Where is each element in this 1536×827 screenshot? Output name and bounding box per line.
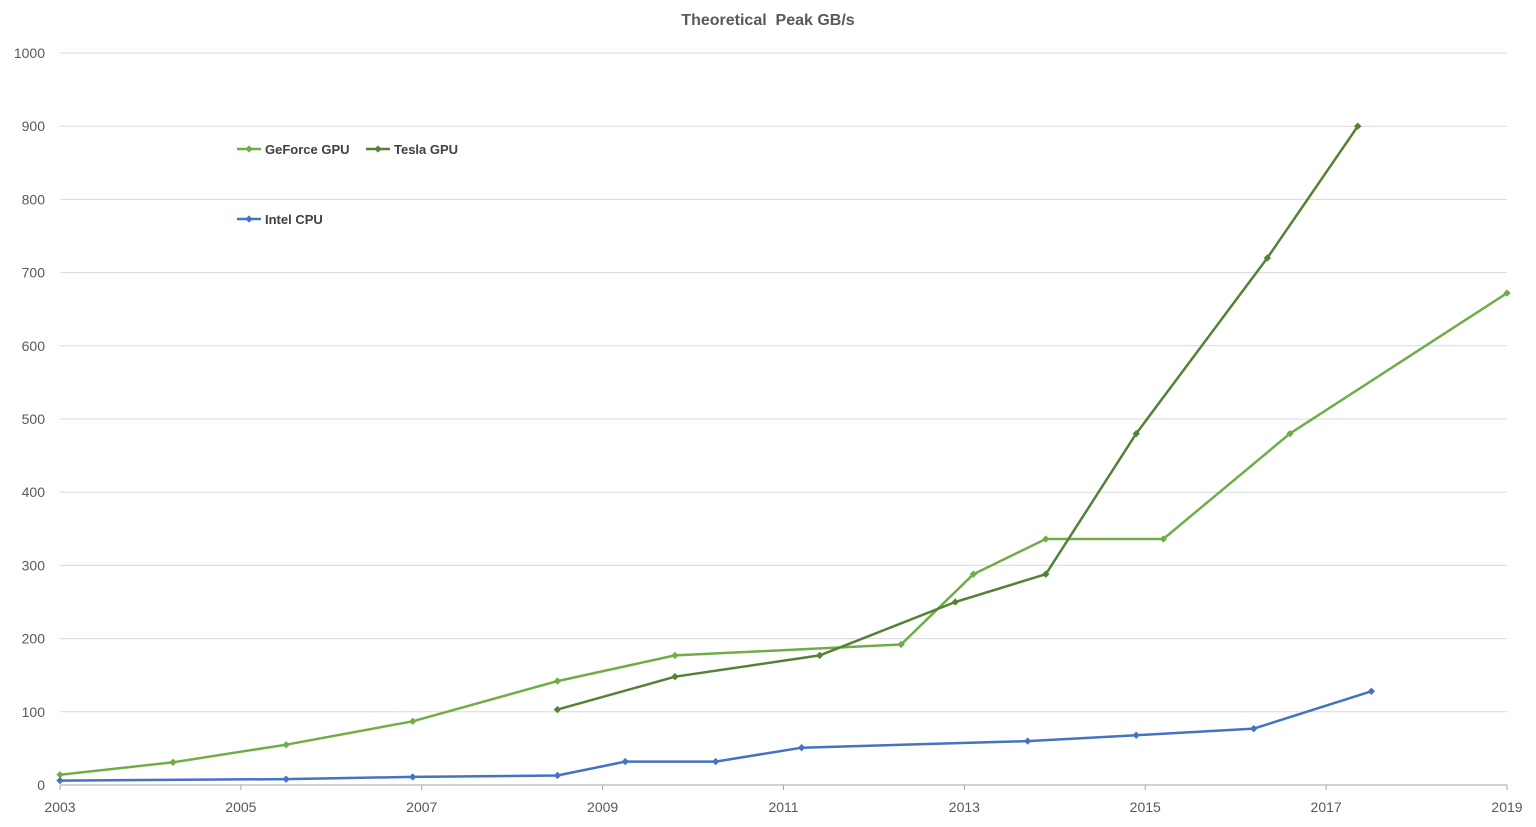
geforce-gpu-point <box>1159 535 1168 543</box>
legend-marker-tesla-gpu <box>374 145 382 153</box>
y-tick-label: 300 <box>22 557 46 573</box>
geforce-gpu-point <box>169 758 177 766</box>
legend-marker-geforce-gpu <box>245 145 253 153</box>
geforce-gpu-point <box>282 741 290 749</box>
x-tick-label: 2013 <box>949 799 980 815</box>
x-tick-label: 2007 <box>406 799 437 815</box>
intel-cpu-point <box>1250 724 1258 733</box>
x-tick-label: 2011 <box>768 799 798 815</box>
y-tick-label: 1000 <box>14 45 45 61</box>
tesla-gpu-point <box>815 651 824 660</box>
tesla-gpu-line <box>556 124 1360 711</box>
x-tick-label: 2017 <box>1311 799 1342 815</box>
geforce-gpu-point <box>553 677 562 685</box>
legend-label-intel-cpu: Intel CPU <box>265 212 323 227</box>
intel-cpu-line <box>58 690 1373 782</box>
chart-title: Theoretical Peak GB/s <box>681 12 855 29</box>
tesla-gpu-point <box>1042 570 1050 578</box>
legend-label-tesla-gpu: Tesla GPU <box>394 142 458 157</box>
y-tick-label: 100 <box>22 704 46 720</box>
geforce-gpu-point <box>409 717 417 725</box>
geforce-gpu-point <box>56 771 64 779</box>
x-tick-label: 2015 <box>1130 799 1161 815</box>
y-tick-label: 600 <box>22 338 46 354</box>
tesla-gpu-point <box>553 705 562 714</box>
geforce-gpu-point <box>969 570 978 578</box>
y-tick-label: 900 <box>22 118 46 134</box>
axes: 0 100 200 300 400 500 600 700 800 900 1000 2003 2005… <box>14 45 1523 815</box>
geforce-gpu-point <box>671 651 679 660</box>
intel-cpu-point <box>1024 737 1032 745</box>
y-tick-label: 200 <box>22 631 46 647</box>
intel-cpu-point <box>621 757 629 766</box>
x-tick-label: 2019 <box>1491 799 1522 815</box>
legend: GeForce GPU Tesla GPU Intel CPU <box>237 142 458 227</box>
x-tick-label: 2005 <box>225 799 256 815</box>
intel-cpu-point <box>282 775 290 783</box>
intel-cpu-point <box>409 773 417 781</box>
intel-cpu-point <box>1367 687 1376 695</box>
y-tick-label: 700 <box>22 265 46 281</box>
series-lines <box>56 122 1511 785</box>
tesla-gpu-point <box>951 598 960 606</box>
y-tick-label: 800 <box>22 191 46 207</box>
intel-cpu-point <box>711 757 720 766</box>
x-tick-label: 2003 <box>44 799 75 815</box>
legend-marker-intel-cpu <box>245 215 253 223</box>
gridlines <box>60 52 1507 713</box>
y-tick-label: 400 <box>22 484 46 500</box>
tesla-gpu-point <box>671 672 679 681</box>
intel-cpu-point <box>56 776 64 785</box>
y-tick-label: 0 <box>37 777 45 793</box>
geforce-gpu-point <box>897 640 905 649</box>
legend-label-geforce-gpu: GeForce GPU <box>265 142 350 157</box>
intel-cpu-point <box>1132 731 1140 739</box>
geforce-gpu-line <box>58 291 1509 777</box>
intel-cpu-point <box>553 771 562 780</box>
x-tick-label: 2009 <box>587 799 618 815</box>
intel-cpu-point <box>797 743 806 752</box>
y-tick-label: 500 <box>22 411 46 427</box>
tesla-gpu-point <box>1132 429 1140 438</box>
